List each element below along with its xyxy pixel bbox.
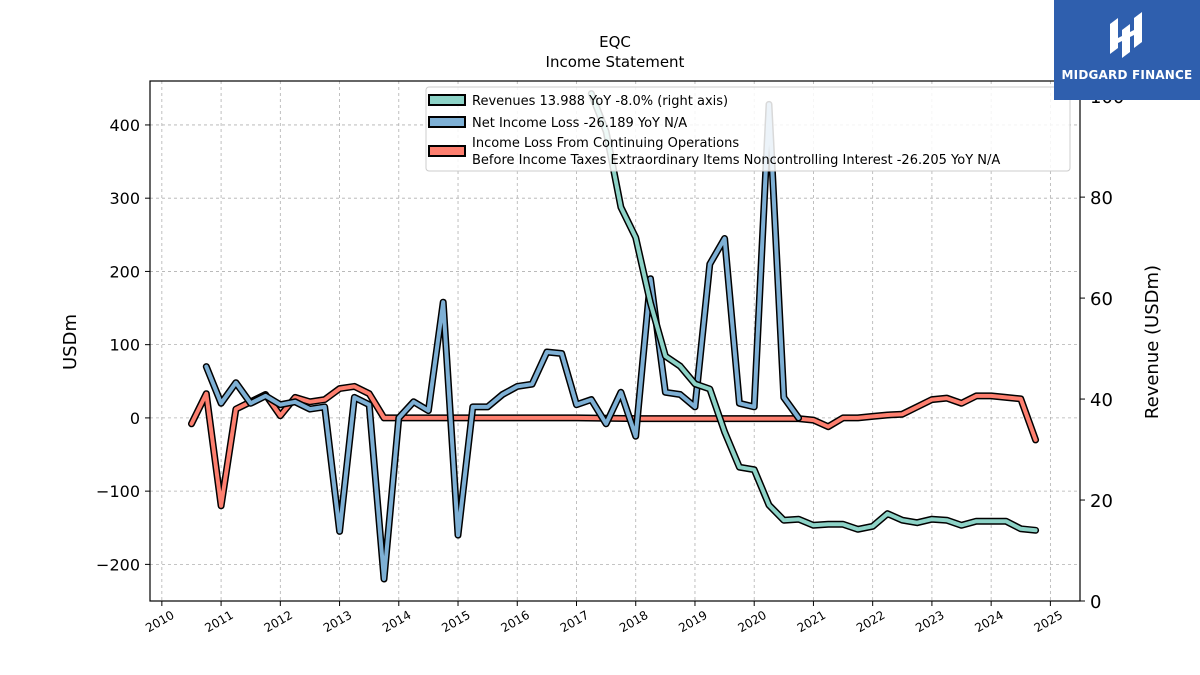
chart-subtitle: Income Statement bbox=[546, 53, 685, 71]
series-1-outline bbox=[202, 100, 803, 583]
x-tick-label: 2011 bbox=[202, 608, 235, 635]
y-axis-left-label: USDm bbox=[60, 314, 81, 370]
y-left-tick-label: 100 bbox=[109, 336, 140, 355]
series-layer bbox=[188, 90, 1040, 583]
brand-name: MIDGARD FINANCE bbox=[1061, 68, 1193, 82]
x-tick-label: 2016 bbox=[499, 608, 532, 635]
y-left-tick-label: −200 bbox=[96, 555, 140, 574]
legend-label: Net Income Loss -26.189 YoY N/A bbox=[472, 116, 687, 131]
midgard-logo-icon bbox=[1110, 12, 1142, 58]
legend-swatch bbox=[428, 94, 466, 106]
y-axis-right-label: Revenue (USDm) bbox=[1142, 265, 1163, 419]
legend-label: Before Income Taxes Extraordinary Items … bbox=[472, 153, 1000, 168]
y-right-tick-label: 60 bbox=[1090, 289, 1113, 310]
y-left-tick-label: −100 bbox=[96, 482, 140, 501]
x-tick-label: 2025 bbox=[1032, 608, 1065, 635]
y-left-tick-label: 0 bbox=[130, 409, 140, 428]
plot-frame bbox=[149, 80, 1081, 602]
y-right-tick-label: 20 bbox=[1090, 491, 1113, 512]
x-tick-label: 2021 bbox=[795, 608, 828, 635]
x-tick-label: 2018 bbox=[617, 608, 650, 635]
x-tick-label: 2023 bbox=[913, 608, 946, 635]
y-left-tick-label: 200 bbox=[109, 262, 140, 281]
y-right-tick-label: 80 bbox=[1090, 188, 1113, 209]
legend-label: Revenues 13.988 YoY -8.0% (right axis) bbox=[472, 94, 728, 109]
x-tick-label: 2022 bbox=[854, 608, 887, 635]
legend-swatch bbox=[428, 145, 466, 157]
x-tick-label: 2014 bbox=[380, 608, 413, 635]
y-axis-left: −200 −100 0 100 200 300 400 bbox=[96, 116, 150, 574]
x-tick-label: 2015 bbox=[439, 608, 472, 635]
y-right-tick-label: 0 bbox=[1090, 592, 1101, 613]
y-axis-right: 020406080100 bbox=[1080, 87, 1124, 613]
y-right-tick-label: 40 bbox=[1090, 390, 1113, 411]
series-0-line bbox=[589, 91, 1038, 533]
x-tick-label: 2024 bbox=[972, 608, 1005, 635]
x-tick-label: 2010 bbox=[143, 608, 176, 635]
legend: Revenues 13.988 YoY -8.0% (right axis) Ne… bbox=[425, 86, 1071, 172]
legend-box bbox=[425, 86, 1071, 172]
x-tick-label: 2020 bbox=[735, 608, 768, 635]
x-tick-label: 2012 bbox=[262, 608, 295, 635]
x-tick-label: 2019 bbox=[676, 608, 709, 635]
y-left-tick-label: 400 bbox=[109, 116, 140, 135]
chart-title: EQC bbox=[599, 33, 631, 51]
y-left-tick-label: 300 bbox=[109, 189, 140, 208]
series-1-line bbox=[204, 102, 801, 581]
x-axis: 2010 2011 2012 2013 2014 2015 2016 2017 2018 2019… bbox=[143, 601, 1065, 635]
x-tick-label: 2017 bbox=[558, 608, 591, 635]
legend-label: Income Loss From Continuing Operations bbox=[472, 136, 739, 151]
legend-swatch bbox=[428, 116, 466, 128]
x-tick-label: 2013 bbox=[321, 608, 354, 635]
brand-logo: MIDGARD FINANCE bbox=[1054, 0, 1200, 100]
